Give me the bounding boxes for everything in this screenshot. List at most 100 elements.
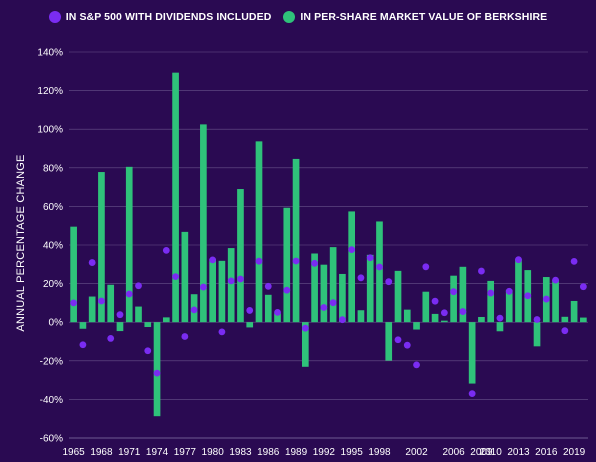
berkshire-bar bbox=[515, 259, 522, 323]
sp500-dot bbox=[162, 247, 170, 254]
berkshire-bar bbox=[79, 322, 87, 329]
sp500-dot bbox=[394, 336, 402, 344]
berkshire-bar bbox=[431, 313, 439, 323]
x-tick-label: 1983 bbox=[229, 447, 252, 458]
berkshire-bar bbox=[505, 289, 513, 323]
legend-marker-sp500 bbox=[48, 11, 61, 23]
x-tick-label: 1998 bbox=[368, 447, 391, 458]
sp500-dot bbox=[366, 254, 374, 262]
sp500-dot bbox=[329, 299, 337, 307]
berkshire-bar bbox=[450, 275, 457, 323]
y-tick-label: 40% bbox=[43, 241, 63, 252]
berkshire-bar bbox=[144, 322, 152, 328]
berkshire-bar bbox=[70, 226, 77, 323]
sp500-dot bbox=[570, 258, 578, 265]
berkshire-bar bbox=[98, 172, 105, 323]
berkshire-bar bbox=[301, 322, 309, 367]
x-tick-label: 1977 bbox=[174, 447, 197, 458]
berkshire-bar bbox=[570, 300, 578, 323]
berkshire-bar bbox=[496, 322, 504, 332]
sp500-dot bbox=[552, 276, 559, 284]
berkshire-bar bbox=[218, 260, 226, 323]
sp500-dot bbox=[478, 267, 485, 275]
sp500-dot bbox=[413, 361, 420, 369]
x-tick-label: 2019 bbox=[563, 447, 586, 458]
x-tick-label: 1968 bbox=[90, 447, 113, 458]
sp500-dot bbox=[311, 259, 318, 267]
x-tick-label: 1980 bbox=[202, 447, 225, 458]
y-axis-title: ANNUAL PERCENTAGE CHANGE bbox=[15, 154, 27, 331]
sp500-dot bbox=[496, 314, 504, 322]
legend-label-berkshire: IN PER-SHARE MARKET VALUE OF BERKSHIRE bbox=[300, 11, 548, 23]
berkshire-bar bbox=[487, 280, 495, 323]
berkshire-bar bbox=[135, 306, 142, 323]
sp500-dot bbox=[264, 282, 272, 290]
berkshire-bar bbox=[209, 258, 216, 323]
berkshire-bar bbox=[348, 211, 356, 323]
sp500-dot bbox=[199, 283, 207, 291]
x-tick-label: 2016 bbox=[535, 447, 558, 458]
berkshire-bar bbox=[200, 124, 207, 323]
berkshire-bar bbox=[227, 248, 235, 323]
berkshire-bar bbox=[422, 291, 430, 323]
sp500-dot bbox=[524, 292, 532, 300]
sp500-dot bbox=[431, 297, 439, 305]
berkshire-bar bbox=[478, 316, 485, 323]
sp500-dot bbox=[459, 308, 467, 315]
berkshire-bar bbox=[255, 141, 263, 323]
sp500-dot bbox=[292, 257, 300, 265]
legend: IN S&P 500 WITH DIVIDENDS INCLUDED IN PE… bbox=[0, 8, 596, 26]
sp500-dot bbox=[190, 306, 198, 314]
berkshire-bars bbox=[70, 72, 587, 417]
sp500-dot bbox=[579, 283, 587, 291]
y-tick-label: 20% bbox=[43, 279, 63, 290]
sp500-dot bbox=[209, 256, 217, 264]
y-tick-label: -40% bbox=[40, 395, 63, 406]
sp500-dot bbox=[172, 273, 179, 281]
sp500-dot bbox=[227, 277, 235, 285]
sp500-dot bbox=[440, 309, 448, 317]
x-tick-label: 1974 bbox=[146, 447, 169, 458]
sp500-dot bbox=[88, 259, 96, 266]
berkshire-bar bbox=[441, 320, 448, 323]
x-tick-label: 1986 bbox=[257, 447, 280, 458]
sp500-dot bbox=[181, 333, 189, 340]
sp500-dot bbox=[561, 327, 569, 335]
berkshire-bar bbox=[292, 158, 300, 323]
berkshire-bar bbox=[283, 207, 291, 323]
berkshire-bar bbox=[533, 322, 541, 347]
berkshire-bar bbox=[561, 316, 569, 323]
berkshire-bar bbox=[366, 254, 374, 323]
x-tick-label: 1971 bbox=[118, 447, 141, 458]
sp500-dot bbox=[505, 287, 513, 295]
sp500-dot bbox=[357, 274, 365, 282]
berkshire-bar bbox=[376, 221, 383, 323]
berkshire-bar bbox=[162, 317, 170, 323]
x-tick-label: 1992 bbox=[313, 447, 336, 458]
sp500-dot bbox=[237, 275, 244, 283]
sp500-dot bbox=[255, 257, 263, 265]
y-tick-label: 80% bbox=[43, 163, 63, 174]
sp500-dot bbox=[403, 341, 411, 349]
sp500-dot bbox=[283, 286, 291, 294]
y-tick-label: 120% bbox=[37, 86, 63, 97]
sp500-dot bbox=[320, 304, 328, 311]
sp500-dot bbox=[376, 263, 383, 271]
sp500-dot bbox=[533, 316, 541, 323]
berkshire-bar bbox=[181, 231, 189, 323]
x-tick-label: 1995 bbox=[341, 447, 364, 458]
y-tick-label: 140% bbox=[37, 48, 63, 59]
sp500-dot bbox=[246, 307, 254, 314]
x-tick-label: 2002 bbox=[405, 447, 428, 458]
sp500-dot bbox=[339, 316, 346, 324]
grid-lines bbox=[69, 51, 588, 439]
sp500-dot bbox=[144, 347, 152, 355]
berkshire-bar bbox=[116, 322, 124, 332]
sp500-dots bbox=[70, 246, 587, 398]
berkshire-bar bbox=[311, 253, 318, 323]
y-tick-label: 0% bbox=[49, 318, 64, 329]
berkshire-bar bbox=[357, 310, 365, 323]
berkshire-bar bbox=[459, 266, 467, 323]
y-tick-label: 60% bbox=[43, 202, 63, 213]
